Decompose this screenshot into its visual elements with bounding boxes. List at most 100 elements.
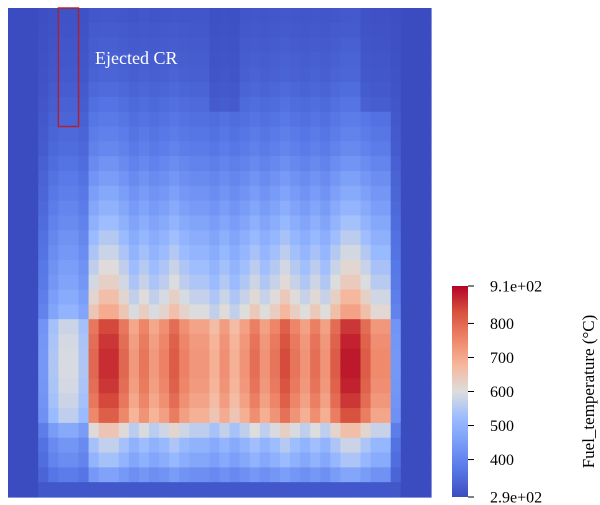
temperature-cell [209, 437, 221, 454]
temperature-cell [229, 452, 241, 468]
temperature-cell [199, 274, 211, 291]
temperature-cell [259, 52, 271, 68]
temperature-cell [360, 171, 372, 187]
temperature-cell [78, 52, 90, 68]
temperature-cell [239, 111, 251, 128]
temperature-cell [330, 52, 341, 68]
temperature-cell [360, 230, 372, 246]
temperature-cell [340, 200, 352, 217]
temperature-cell [320, 215, 331, 231]
temperature-cell [179, 215, 190, 231]
temperature-cell [149, 37, 160, 54]
temperature-cell [78, 363, 90, 380]
temperature-cell [138, 363, 150, 380]
temperature-cell [58, 82, 70, 98]
temperature-cell [350, 259, 362, 276]
temperature-cell [179, 452, 190, 468]
temperature-cell [108, 126, 120, 142]
temperature-cell [149, 171, 160, 187]
temperature-cell [229, 96, 241, 113]
temperature-cell [380, 259, 392, 276]
temperature-cell [28, 245, 39, 261]
temperature-cell [259, 22, 271, 39]
temperature-cell [179, 52, 190, 68]
temperature-cell [8, 111, 19, 128]
temperature-cell [360, 437, 372, 454]
temperature-cell [420, 422, 432, 439]
temperature-cell [58, 245, 70, 261]
temperature-cell [330, 422, 341, 439]
temperature-cell [320, 259, 331, 276]
temperature-cell [239, 67, 251, 83]
temperature-cell [259, 171, 271, 187]
temperature-cell [330, 141, 341, 157]
temperature-cell [290, 259, 301, 276]
temperature-cell [259, 274, 271, 291]
temperature-cell [410, 171, 422, 187]
temperature-cell [149, 22, 160, 39]
temperature-cell [169, 67, 180, 83]
temperature-cell [259, 408, 271, 424]
temperature-cell [48, 289, 59, 305]
temperature-cell [199, 171, 211, 187]
temperature-cell [78, 245, 90, 261]
temperature-cell [360, 156, 372, 172]
temperature-cell [108, 274, 120, 291]
temperature-cell [98, 111, 110, 128]
temperature-cell [149, 334, 160, 350]
temperature-cell [249, 408, 261, 424]
temperature-cell [290, 171, 301, 187]
temperature-cell [78, 334, 90, 350]
temperature-cell [229, 37, 241, 54]
temperature-cell [199, 467, 211, 483]
temperature-cell [279, 96, 291, 113]
temperature-cell [360, 408, 372, 424]
temperature-cell [179, 245, 190, 261]
temperature-cell [138, 37, 150, 54]
temperature-cell [239, 467, 251, 483]
temperature-cell [18, 422, 29, 439]
temperature-cell [68, 111, 80, 128]
temperature-cell [229, 422, 241, 439]
temperature-cell [239, 230, 251, 246]
temperature-cell [269, 363, 281, 380]
temperature-cell [38, 408, 49, 424]
temperature-cell [330, 22, 341, 39]
temperature-cell [189, 378, 200, 394]
temperature-cell [48, 52, 59, 68]
temperature-cell [48, 348, 59, 365]
temperature-cell [320, 126, 331, 142]
temperature-cell [78, 185, 90, 202]
temperature-cell [330, 289, 341, 305]
temperature-cell [118, 245, 130, 261]
temperature-cell [128, 126, 140, 142]
temperature-cell [300, 22, 311, 39]
temperature-cell [259, 96, 271, 113]
temperature-cell [310, 141, 321, 157]
temperature-cell [249, 437, 261, 454]
temperature-cell [138, 111, 150, 128]
temperature-cell [400, 37, 412, 54]
temperature-cell [290, 111, 301, 128]
temperature-cell [138, 378, 150, 394]
temperature-cell [179, 96, 190, 113]
temperature-cell [68, 319, 80, 335]
temperature-cell [98, 274, 110, 291]
temperature-cell [118, 393, 130, 409]
temperature-cell [108, 37, 120, 54]
temperature-cell [279, 185, 291, 202]
temperature-cell [38, 156, 49, 172]
temperature-cell [350, 334, 362, 350]
temperature-cell [68, 230, 80, 246]
colorbar-ticks: 9.1e+02 800 700 600 500 400 2.9e+02 [468, 279, 542, 505]
temperature-cell [78, 408, 90, 424]
temperature-cell [88, 22, 100, 39]
temperature-cell [350, 22, 362, 39]
temperature-cell [320, 245, 331, 261]
temperature-cell [38, 319, 49, 335]
temperature-cell [38, 82, 49, 98]
temperature-cell [48, 37, 59, 54]
temperature-cell [420, 452, 432, 468]
temperature-cell [229, 245, 241, 261]
temperature-cell [179, 200, 190, 217]
